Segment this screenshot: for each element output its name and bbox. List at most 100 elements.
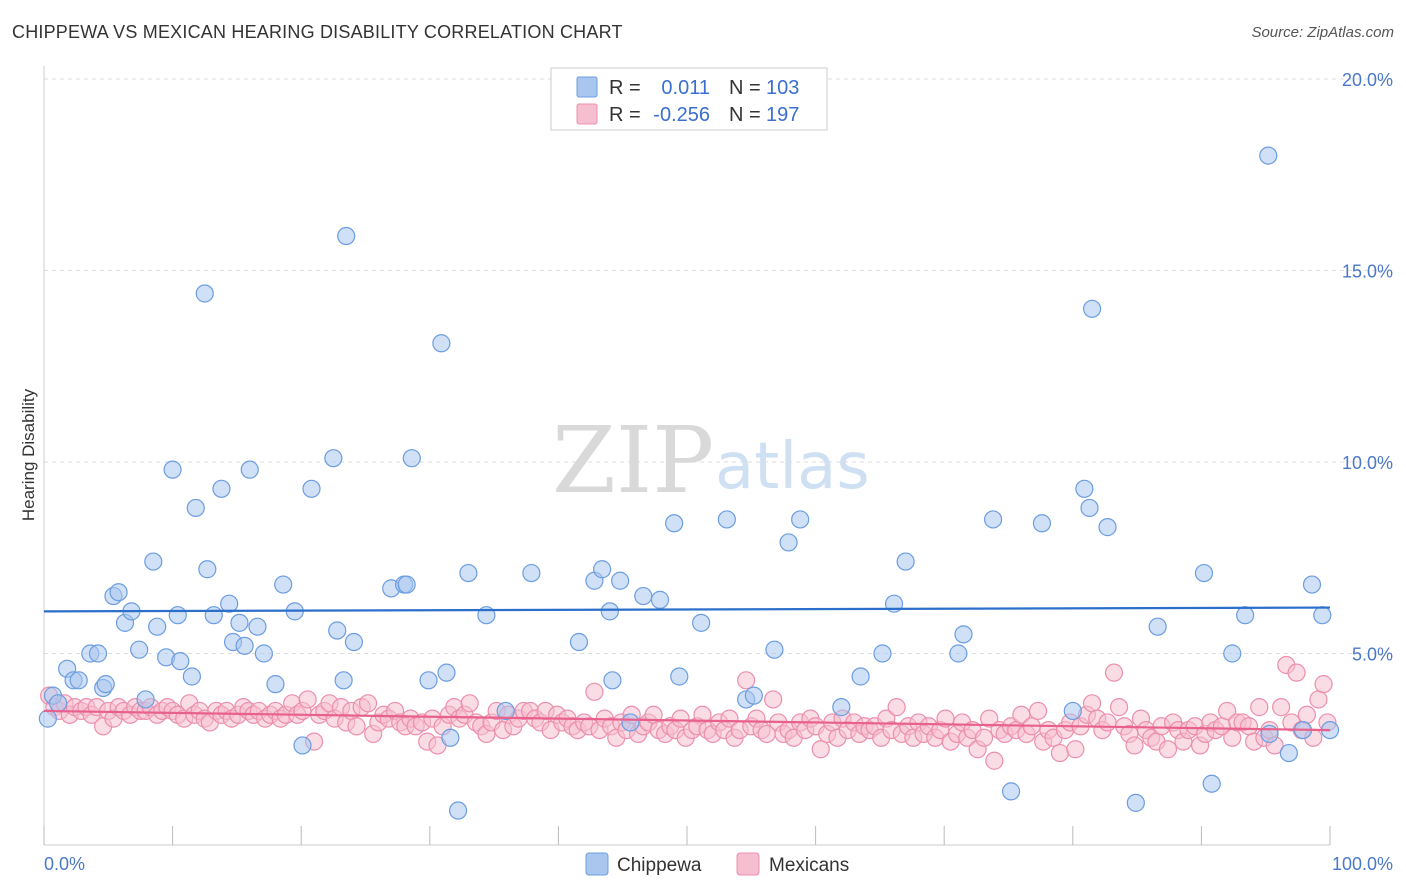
chippewa-point xyxy=(1032,514,1052,533)
mexicans-point xyxy=(1082,694,1102,713)
y-tick-labels: 5.0% 10.0% 15.0% 20.0% xyxy=(1342,70,1393,665)
series-chippewa xyxy=(38,146,1340,820)
chippewa-point xyxy=(182,667,201,686)
chippewa-point xyxy=(621,713,640,732)
chippewa-point xyxy=(611,571,630,590)
chippewa-point xyxy=(96,675,115,694)
x-tick-labels: 0.0% 100.0% xyxy=(44,854,1393,874)
chippewa-point xyxy=(873,644,892,663)
chippewa-point xyxy=(600,602,619,621)
chippewa-point xyxy=(949,644,968,663)
watermark: ZIP atlas xyxy=(552,407,870,514)
legend-n-label-mexicans: N = xyxy=(729,104,761,126)
bottom-legend-swatch-mexicans xyxy=(736,852,760,876)
chippewa-point xyxy=(168,606,187,625)
chippewa-point xyxy=(1194,563,1214,583)
chippewa-point xyxy=(1148,617,1167,636)
chippewa-point xyxy=(274,575,293,594)
series-legend: Chippewa Mexicans xyxy=(585,852,849,876)
chippewa-point xyxy=(198,560,217,579)
chippewa-point xyxy=(136,690,155,709)
chippewa-point xyxy=(779,533,798,552)
chippewa-point xyxy=(1075,479,1094,498)
chippewa-point xyxy=(1080,498,1099,518)
mexicans-point xyxy=(1109,698,1129,717)
chippewa-point xyxy=(324,449,343,468)
watermark-atlas: atlas xyxy=(715,430,870,504)
y-tick-label-20: 20.0% xyxy=(1342,70,1393,90)
chippewa-point xyxy=(212,479,231,498)
chippewa-point xyxy=(1202,774,1221,793)
legend-swatch-mexicans xyxy=(576,103,598,125)
bottom-legend-label-chippewa: Chippewa xyxy=(617,855,702,876)
legend-r-label-mexicans: R = xyxy=(609,104,641,126)
chippewa-point xyxy=(1236,606,1255,625)
chippewa-point xyxy=(1259,146,1278,165)
chippewa-point xyxy=(441,728,460,747)
chippewa-point xyxy=(1126,793,1145,812)
trend-lines xyxy=(43,606,1331,732)
chippewa-point xyxy=(832,698,851,717)
mexicans-point xyxy=(1028,701,1048,721)
chippewa-point xyxy=(1001,782,1021,801)
axes xyxy=(43,66,1331,846)
mexicans-point xyxy=(1239,717,1259,736)
mexicans-point xyxy=(1104,663,1124,682)
chippewa-point xyxy=(1223,644,1242,663)
chippewa-point xyxy=(88,644,108,663)
watermark-zip: ZIP xyxy=(552,407,714,514)
y-tick-label-10: 10.0% xyxy=(1342,453,1393,473)
chippewa-point xyxy=(144,552,163,571)
chippewa-point xyxy=(334,671,353,690)
chippewa-point xyxy=(171,652,190,671)
mexicans-point xyxy=(585,682,604,701)
chippewa-point xyxy=(148,617,167,636)
chippewa-point xyxy=(328,621,347,640)
chippewa-point xyxy=(402,449,421,468)
chippewa-point xyxy=(954,625,973,644)
mexicans-point xyxy=(671,709,690,728)
chippewa-point xyxy=(603,671,622,690)
x-tick-label-min: 0.0% xyxy=(44,854,85,874)
mexicans-point xyxy=(974,728,994,747)
chippewa-point xyxy=(593,560,612,579)
chippewa-point xyxy=(419,671,438,690)
mexicans-point xyxy=(737,671,756,690)
chippewa-point xyxy=(650,590,670,609)
chippewa-point xyxy=(109,583,128,602)
chippewa-point xyxy=(69,671,88,690)
chippewa-point xyxy=(432,334,451,353)
chippewa-point xyxy=(302,479,321,498)
chippewa-point xyxy=(896,552,915,571)
mexicans-point xyxy=(720,709,739,728)
chippewa-point xyxy=(248,617,267,636)
chippewa-point xyxy=(1302,575,1322,594)
x-tick-label-max: 100.0% xyxy=(1332,854,1393,874)
mexicans-point xyxy=(1158,740,1178,759)
chippewa-point xyxy=(235,636,254,655)
y-tick-label-15: 15.0% xyxy=(1342,262,1393,282)
chippewa-point xyxy=(38,709,57,728)
chippewa-point xyxy=(983,510,1003,529)
legend-r-label-chippewa: R = xyxy=(609,77,641,99)
mexicans-point xyxy=(1272,698,1291,717)
y-axis-label: Hearing Disability xyxy=(19,388,38,521)
mexicans-point xyxy=(1223,728,1242,747)
mexicans-point xyxy=(1218,701,1237,721)
chippewa-point xyxy=(744,686,763,705)
chippewa-point xyxy=(791,510,810,529)
chippewa-point xyxy=(634,586,653,606)
mexicans-point xyxy=(358,694,378,713)
legend-n-value-mexicans: 197 xyxy=(766,104,799,126)
chippewa-point xyxy=(293,736,312,755)
mexicans-point xyxy=(1050,743,1070,763)
chippewa-point xyxy=(1098,518,1117,537)
legend-swatch-chippewa xyxy=(576,76,598,98)
chippewa-point xyxy=(665,514,684,533)
mexicans-point xyxy=(985,751,1004,770)
chippewa-point xyxy=(220,594,239,613)
chippewa-point xyxy=(186,498,205,518)
chippewa-point xyxy=(337,226,356,246)
chart-title: CHIPPEWA VS MEXICAN HEARING DISABILITY C… xyxy=(12,22,623,42)
